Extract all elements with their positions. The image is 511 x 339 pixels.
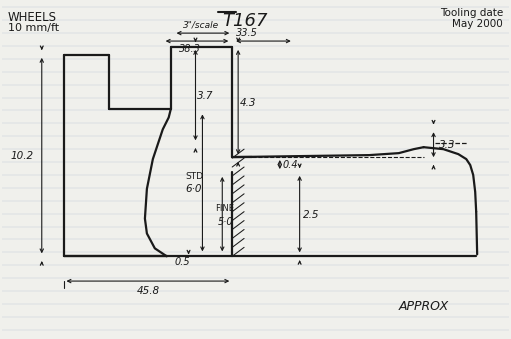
Text: WHEELS: WHEELS — [8, 11, 57, 24]
Text: 10 mm/ft: 10 mm/ft — [8, 23, 59, 33]
Text: Tooling date: Tooling date — [439, 8, 503, 18]
Text: 45.8: 45.8 — [136, 286, 159, 296]
Text: FINE: FINE — [215, 204, 235, 213]
Text: 33.5: 33.5 — [236, 28, 258, 38]
Text: 2.5: 2.5 — [303, 210, 319, 220]
Text: 38.3: 38.3 — [179, 44, 200, 54]
Text: 10.2: 10.2 — [10, 151, 33, 161]
Text: 3"/scale: 3"/scale — [183, 20, 220, 29]
Text: T167: T167 — [222, 12, 268, 30]
Text: 0.4: 0.4 — [283, 160, 298, 170]
Text: May 2000: May 2000 — [452, 19, 503, 29]
Text: 6·0: 6·0 — [185, 184, 202, 194]
Text: 3.7: 3.7 — [197, 91, 214, 101]
Text: STD: STD — [185, 173, 203, 181]
Text: 0.5: 0.5 — [175, 257, 190, 267]
Text: 3.3: 3.3 — [438, 140, 455, 150]
Text: 4.3: 4.3 — [240, 98, 257, 107]
Text: 5·0: 5·0 — [217, 217, 233, 226]
Text: APPROX: APPROX — [399, 300, 449, 313]
